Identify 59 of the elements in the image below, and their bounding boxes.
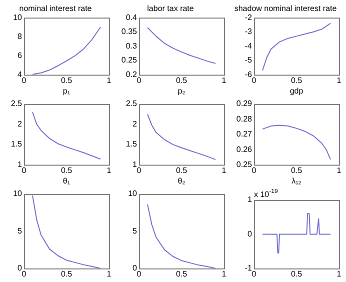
chart-title: labor tax rate: [147, 4, 194, 14]
y-tick-label: 0.3: [126, 41, 138, 50]
y-tick-label: 1.5: [126, 140, 138, 149]
y-tick-label: 0.29: [236, 99, 253, 108]
y-tick-label: -1: [244, 264, 253, 273]
x-tick-label: 1: [336, 269, 342, 278]
x-axis-title: θ₁: [62, 176, 70, 186]
y-tick-label: 0.26: [236, 144, 253, 154]
x-tick-label: 1: [336, 76, 342, 85]
y-tick-label: 2.5: [126, 99, 138, 108]
x-axis-title: p₂: [178, 86, 186, 96]
y-tick-label: 10: [13, 189, 23, 198]
x-tick-label: 0.5: [290, 166, 303, 175]
y-tick-label: 2: [18, 119, 23, 128]
y-tick-label: -2: [244, 12, 253, 22]
y-tick-label: 1: [248, 195, 253, 204]
x-tick-label: 1: [106, 166, 112, 175]
x-axis-title: p₁: [62, 86, 70, 96]
x-tick-label: 0.5: [176, 76, 188, 85]
y-tick-label: 2: [132, 119, 138, 128]
x-tick-label: 0.5: [60, 76, 73, 85]
x-tick-label: 1: [336, 166, 342, 175]
y-tick-label: 6: [18, 50, 23, 60]
x-tick-label: 0.5: [290, 76, 303, 85]
x-tick-label: 0.5: [60, 166, 73, 175]
x-tick-label: 0.5: [176, 269, 188, 278]
y-tick-label: 5: [18, 226, 23, 236]
y-tick-label: 0.25: [236, 160, 253, 170]
x-tick-label: 1: [222, 269, 227, 278]
y-tick-label: 0.2: [126, 70, 138, 80]
x-tick-label: 0.5: [176, 166, 188, 175]
y-tick-label: 0.28: [236, 114, 253, 124]
x-axis-title: gdp: [290, 86, 304, 96]
y-tick-label: 2.5: [10, 99, 23, 108]
y-tick-label: 0.35: [121, 27, 138, 36]
y-tick-label: 10: [13, 12, 23, 22]
x-tick-label: 0.5: [290, 269, 303, 278]
y-tick-label: -3: [244, 27, 253, 36]
y-tick-label: 1.5: [10, 140, 23, 149]
chart-title: shadow nominal interest rate: [234, 4, 338, 14]
x-axis-title: λ₁₂: [292, 176, 302, 186]
y-tick-label: 0.27: [236, 130, 253, 139]
y-tick-label: 8: [18, 32, 23, 41]
x-tick-label: 1: [106, 269, 112, 278]
chart-title: nominal interest rate: [19, 4, 92, 14]
x-axis-title: θ₂: [178, 176, 186, 186]
x-tick-label: 1: [222, 76, 227, 85]
y-tick-label: -5: [244, 56, 253, 65]
y-tick-label: 0: [248, 229, 253, 238]
x-tick-label: 0.5: [60, 269, 73, 278]
y-tick-label: 4: [18, 70, 23, 80]
x-tick-label: 1: [222, 166, 227, 175]
y-tick-label: 10: [128, 189, 138, 198]
y-tick-label: 5: [132, 226, 138, 236]
y-tick-label: 0.4: [126, 12, 138, 22]
y-tick-label: 0.25: [121, 56, 138, 65]
x-tick-label: 1: [106, 76, 112, 85]
y-tick-label: -6: [244, 70, 253, 80]
y-tick-label: -4: [244, 41, 253, 50]
